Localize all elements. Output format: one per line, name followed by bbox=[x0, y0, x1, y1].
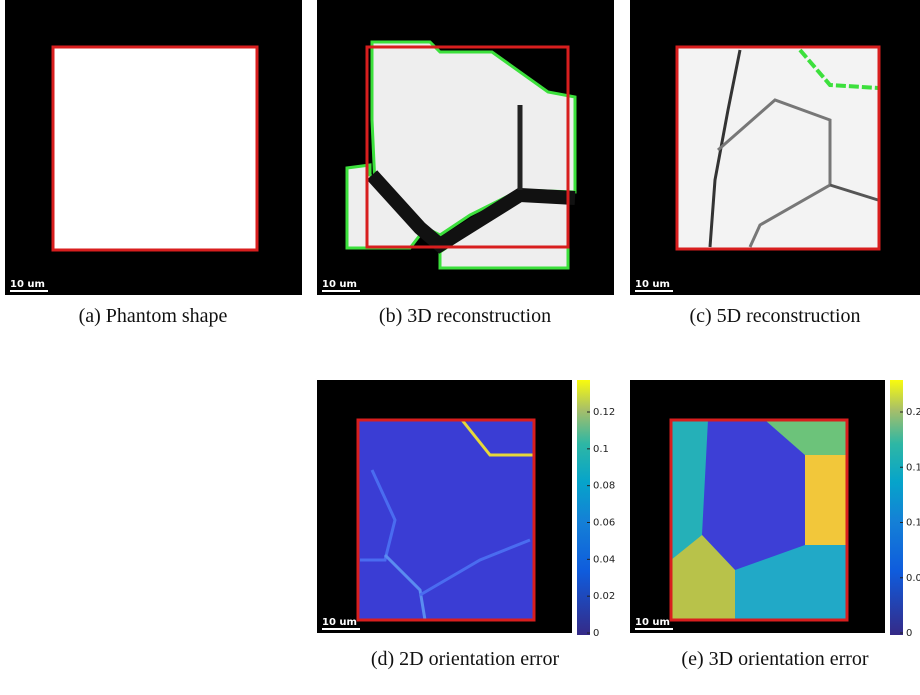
figure: (a) Phantom shape 10 um (b) 3D reconstruct… bbox=[0, 0, 920, 695]
colorbar-tick-label: 0.15 bbox=[906, 462, 920, 473]
panel-d-image bbox=[317, 380, 590, 635]
colorbar-tick-label: 0.05 bbox=[906, 573, 920, 584]
panel-c-image bbox=[630, 0, 920, 295]
colorbar-tick-label: 0.04 bbox=[593, 554, 615, 565]
panel-e-image bbox=[630, 380, 903, 635]
panel-a-image bbox=[5, 0, 302, 295]
colorbar-tick-label: 0 bbox=[906, 628, 912, 639]
caption: (c) 5D reconstruction bbox=[689, 305, 860, 327]
caption: (a) Phantom shape bbox=[79, 305, 228, 327]
scale-bar-label: 10 um bbox=[635, 279, 670, 290]
colorbar-tick-label: 0.2 bbox=[906, 407, 920, 418]
scale-bar-label: 10 um bbox=[322, 617, 357, 628]
panel-b-image bbox=[317, 0, 614, 295]
colorbar-tick-label: 0.1 bbox=[906, 518, 920, 529]
colorbar-tick-label: 0.1 bbox=[593, 444, 609, 455]
colorbar-tick-label: 0.08 bbox=[593, 481, 615, 492]
colorbar-tick-label: 0.06 bbox=[593, 518, 615, 529]
colorbar-tick-label: 0.12 bbox=[593, 407, 615, 418]
scale-bar-label: 10 um bbox=[10, 279, 45, 290]
scale-bar-label: 10 um bbox=[322, 279, 357, 290]
caption: (b) 3D reconstruction bbox=[379, 305, 551, 327]
caption: (d) 2D orientation error bbox=[371, 648, 560, 670]
colorbar-tick-label: 0.02 bbox=[593, 591, 615, 602]
scale-bar-label: 10 um bbox=[635, 617, 670, 628]
caption: (e) 3D orientation error bbox=[681, 648, 868, 670]
colorbar-tick-label: 0 bbox=[593, 628, 599, 639]
